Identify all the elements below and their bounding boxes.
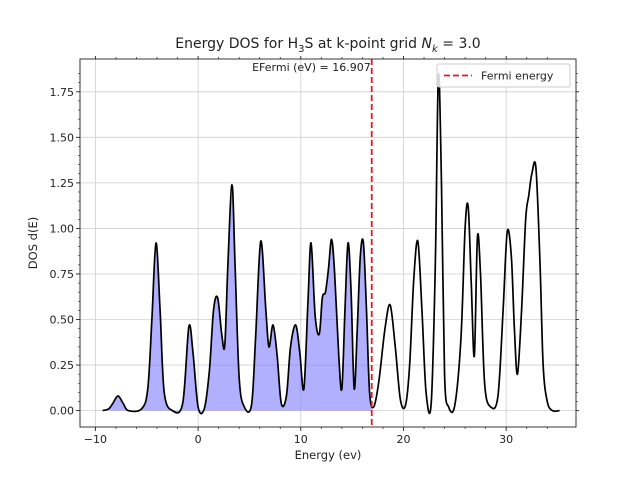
y-tick-label: 1.50 [50,131,75,144]
x-tick-label: 30 [499,433,513,446]
axis-ticks: −10 0 10 20 30 0.00 0.25 0.50 0.75 1.00 1.25 1.50 1.… [50,56,579,446]
legend-box [436,63,571,88]
y-tick-label: 1.25 [50,177,75,190]
y-tick-label: 0.75 [50,268,75,281]
dos-fill-below-fermi [102,184,372,414]
y-tick-label: 1.75 [50,86,75,99]
dos-curve [102,72,560,415]
y-tick-label: 0.50 [50,314,75,327]
y-tick-label: 0.25 [50,359,75,372]
x-axis-label: Energy (ev) [295,448,362,462]
x-tick-label: 0 [195,433,202,446]
fermi-annotation: EFermi (eV) = 16.907 [252,61,371,74]
x-tick-label: 20 [396,433,410,446]
title-math-var: N [422,36,433,52]
y-axis-label: DOS d(E) [26,217,40,269]
legend: Fermi energy [436,63,571,88]
plot-frame [79,58,577,428]
y-tick-label: 0.00 [50,405,75,418]
legend-fermi-label: Fermi energy [481,70,554,83]
title-suffix: = 3.0 [438,36,481,52]
title-math-sub: k [432,44,439,55]
chart-title: Energy DOS for H3S at k-point grid Nk = … [175,36,480,55]
title-mid: S at k-point grid [304,36,421,52]
x-tick-label: 10 [294,433,308,446]
title-subscript: 3 [298,44,304,55]
title-prefix: Energy DOS for H [175,36,298,52]
x-tick-label: −10 [84,433,107,446]
y-tick-label: 1.00 [50,222,75,235]
